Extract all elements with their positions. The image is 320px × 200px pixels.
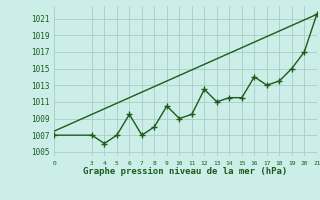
X-axis label: Graphe pression niveau de la mer (hPa): Graphe pression niveau de la mer (hPa)	[84, 167, 288, 176]
